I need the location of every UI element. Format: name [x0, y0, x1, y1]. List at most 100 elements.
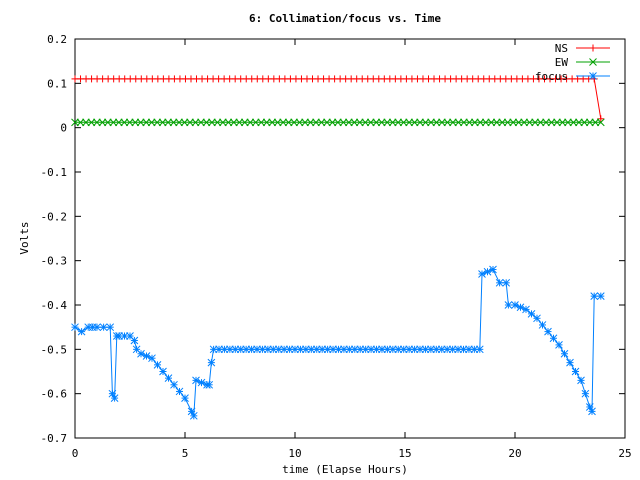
data-point-marker	[284, 118, 293, 127]
data-point-marker	[580, 118, 589, 127]
data-point-marker	[158, 118, 167, 127]
data-point-marker	[262, 118, 271, 127]
data-point-marker	[191, 118, 200, 127]
series-NS	[71, 75, 605, 123]
y-tick-label: -0.5	[41, 343, 68, 356]
y-tick-label: 0.2	[47, 33, 67, 46]
data-point-marker	[460, 118, 468, 127]
data-point-marker	[136, 118, 145, 127]
data-point-marker	[290, 118, 298, 127]
data-point-marker	[273, 118, 282, 127]
data-point-marker	[251, 118, 260, 127]
data-point-marker	[454, 118, 463, 127]
data-point-marker	[421, 118, 430, 127]
data-point-marker	[148, 354, 156, 363]
data-point-marker	[492, 118, 501, 127]
series-line-NS	[75, 78, 602, 119]
data-point-marker	[175, 118, 183, 127]
y-tick-label: -0.2	[41, 210, 68, 223]
data-point-marker	[449, 118, 457, 127]
x-tick-label: 25	[618, 447, 631, 460]
data-point-marker	[590, 292, 599, 300]
data-point-marker	[291, 345, 299, 354]
series-focus	[71, 265, 605, 420]
data-point-marker	[312, 118, 320, 127]
data-point-marker	[257, 118, 266, 127]
x-tick-label: 5	[182, 447, 189, 460]
data-point-marker	[323, 118, 331, 127]
data-point-marker	[427, 345, 435, 354]
data-point-marker	[114, 118, 123, 127]
data-point-marker	[147, 118, 156, 127]
data-point-marker	[388, 118, 397, 127]
data-point-marker	[378, 345, 386, 354]
data-point-marker	[82, 118, 90, 127]
data-point-marker	[180, 118, 189, 127]
data-point-marker	[99, 323, 108, 332]
data-point-marker	[207, 358, 216, 367]
data-point-marker	[334, 118, 342, 127]
data-point-marker	[268, 118, 277, 127]
data-point-marker	[208, 118, 216, 127]
data-point-marker	[219, 118, 227, 127]
data-point-marker	[525, 118, 534, 127]
data-point-marker	[130, 336, 139, 345]
data-point-marker	[585, 118, 594, 127]
data-point-marker	[318, 345, 327, 354]
data-point-marker	[487, 118, 496, 127]
y-axis-label: Volts	[18, 221, 31, 254]
data-point-marker	[306, 118, 315, 127]
data-point-marker	[575, 118, 583, 127]
data-point-marker	[153, 118, 162, 127]
data-point-marker	[560, 349, 569, 358]
data-point-marker	[432, 118, 441, 127]
data-point-marker	[410, 345, 419, 354]
data-point-marker	[475, 345, 484, 354]
data-point-marker	[246, 118, 255, 127]
data-point-marker	[323, 345, 332, 354]
series-EW	[71, 118, 605, 127]
data-point-marker	[153, 360, 162, 369]
data-point-marker	[131, 118, 140, 127]
data-point-marker	[399, 118, 408, 127]
data-point-marker	[509, 118, 518, 127]
data-point-marker	[280, 345, 289, 354]
data-point-marker	[186, 118, 194, 127]
x-tick-label: 15	[398, 447, 411, 460]
data-point-marker	[142, 118, 151, 127]
data-point-marker	[366, 118, 375, 127]
data-point-marker	[522, 305, 530, 314]
data-point-marker	[106, 323, 115, 332]
data-point-marker	[98, 118, 107, 127]
x-axis-label: time (Elapse Hours)	[282, 463, 408, 476]
data-point-marker	[301, 118, 309, 127]
data-point-marker	[247, 345, 256, 354]
data-point-marker	[164, 374, 173, 383]
data-point-marker	[202, 118, 211, 127]
series-line-focus	[74, 268, 601, 418]
data-point-marker	[240, 118, 249, 127]
data-point-marker	[104, 118, 112, 127]
data-point-marker	[383, 345, 392, 354]
data-point-marker	[527, 310, 536, 318]
data-point-marker	[258, 345, 267, 354]
data-point-marker	[125, 118, 134, 127]
data-point-marker	[93, 118, 101, 127]
data-point-marker	[502, 278, 511, 287]
y-tick-label: -0.6	[41, 388, 68, 401]
data-point-marker	[588, 407, 596, 416]
data-point-marker	[591, 118, 600, 127]
data-point-marker	[181, 394, 189, 402]
series-layer	[71, 75, 605, 420]
data-point-marker	[213, 118, 222, 127]
legend-label: NS	[555, 42, 568, 55]
data-point-marker	[71, 118, 79, 127]
data-point-marker	[197, 118, 205, 127]
data-point-marker	[438, 118, 446, 127]
plot-frame	[74, 38, 626, 439]
data-point-marker	[339, 118, 348, 127]
data-point-marker	[170, 380, 178, 389]
data-point-marker	[416, 118, 424, 127]
data-point-marker	[542, 118, 550, 127]
